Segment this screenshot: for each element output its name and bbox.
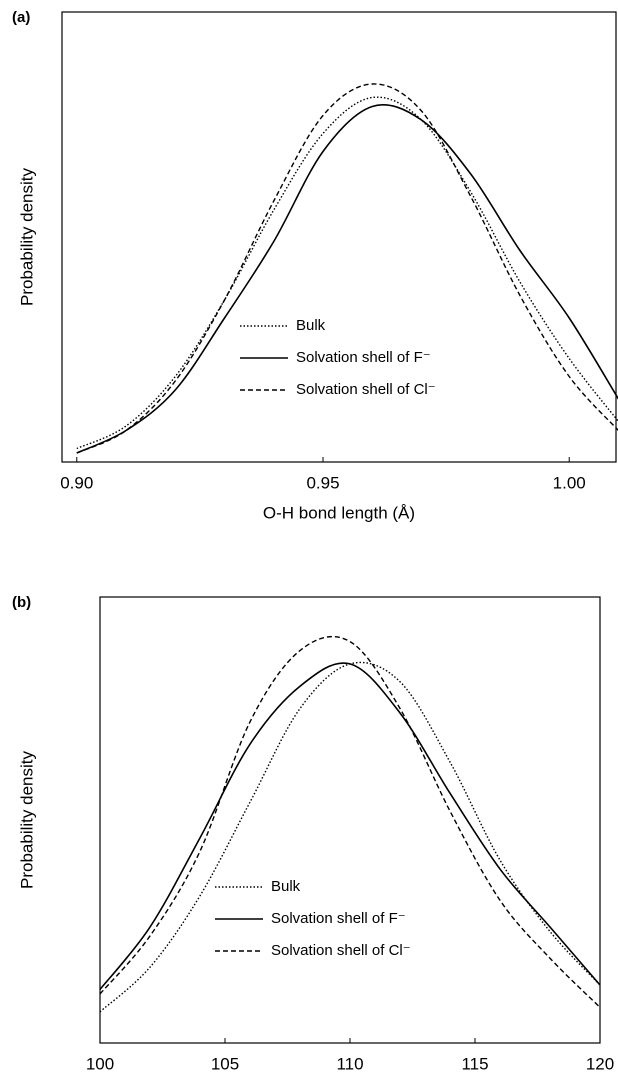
x-tick-label: 105 [211,1054,239,1073]
legend-label: Bulk [296,317,326,334]
data-line [76,104,618,454]
x-tick-label: 120 [586,1054,614,1073]
legend-label: Solvation shell of F⁻ [271,910,406,927]
data-line [99,635,601,1008]
plot-frame [61,11,617,463]
legend-label: Solvation shell of Cl⁻ [271,942,411,959]
x-tick-label: 0.95 [306,473,339,492]
legend-label: Bulk [271,878,301,895]
data-line [99,661,601,1013]
x-tick-label: 115 [461,1054,488,1073]
panel-label: (a) [12,9,30,26]
y-axis-label: Probability density [17,168,36,306]
x-tick-label: 0.90 [60,473,93,492]
legend-label: Solvation shell of F⁻ [296,349,431,366]
panel-label: (b) [12,594,31,611]
x-tick-label: 1.00 [553,473,586,492]
legend-label: Solvation shell of Cl⁻ [296,381,436,398]
x-axis-label: O-H bond length (Å) [263,503,415,522]
data-line [76,83,618,454]
y-axis-label: Probability density [17,751,36,889]
x-tick-label: 110 [336,1054,363,1073]
data-line [99,662,601,990]
x-tick-label: 100 [86,1054,114,1073]
